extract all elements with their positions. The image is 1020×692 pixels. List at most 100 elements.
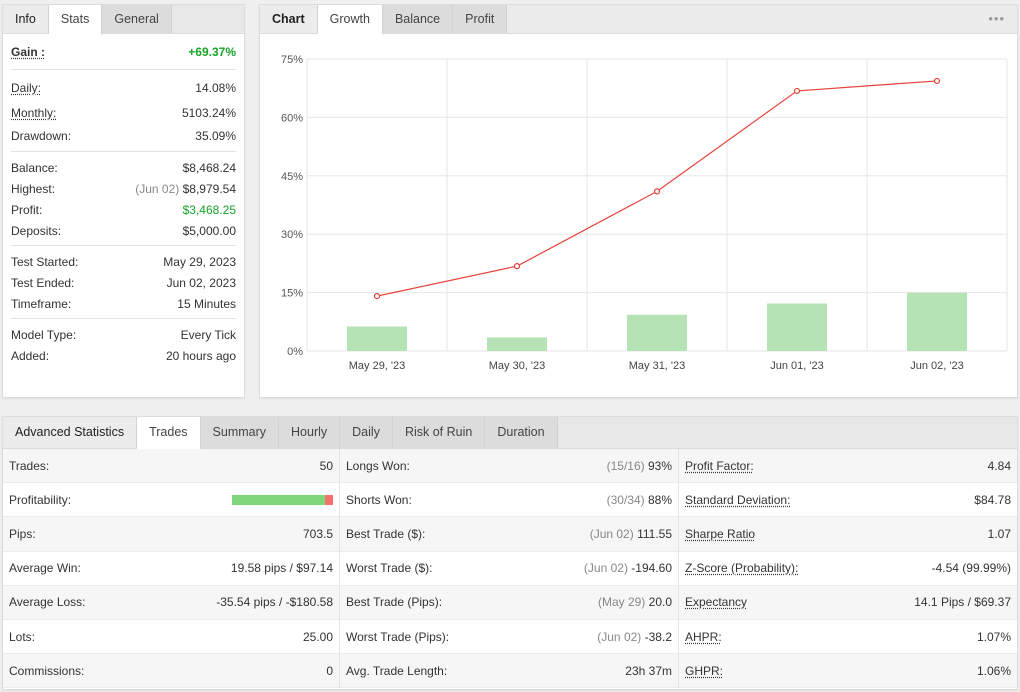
chart-bar (627, 314, 687, 351)
stats-column-3: Profit Factor: 4.84 Standard Deviation: … (678, 449, 1017, 689)
table-row: AHPR: 1.07% (679, 620, 1017, 655)
chart-bar (487, 337, 547, 351)
x-tick-label: Jun 01, '23 (770, 360, 823, 372)
profitability-loss-fill (324, 494, 333, 505)
stat-label[interactable]: Profit Factor: (685, 458, 754, 473)
stat-value: 0 (326, 663, 333, 678)
info-tabbar: Info Stats General (3, 5, 244, 35)
stat-value: 88% (647, 492, 672, 507)
y-tick-label: 60% (281, 112, 303, 124)
tab-risk-of-ruin[interactable]: Risk of Ruin (392, 417, 486, 448)
divider (11, 245, 236, 246)
tab-duration[interactable]: Duration (485, 417, 558, 448)
test-started-value: May 29, 2023 (163, 254, 236, 269)
stat-sub: (Jun 02) (597, 629, 642, 644)
stat-label: Best Trade ($): (346, 526, 426, 541)
test-ended-label: Test Ended: (11, 275, 75, 290)
table-row: Avg. Trade Length: 23h 37m (340, 654, 678, 689)
tab-trades[interactable]: Trades (137, 417, 201, 450)
timeframe-value: 15 Minutes (177, 296, 236, 311)
chart-point (653, 188, 661, 195)
tab-info[interactable]: Info (3, 5, 49, 33)
stats-grid: Trades: 50 Profitability: Pips: 703.5 Av… (3, 449, 1017, 689)
drawdown-label: Drawdown: (11, 129, 72, 143)
chart-panel: Chart Growth Balance Profit ••• 0% 15% 30%… (259, 4, 1018, 398)
stats-column-2: Longs Won: (15/16) 93% Shorts Won: (30/3… (339, 449, 678, 689)
test-started-row: Test Started: May 29, 2023 (11, 251, 236, 272)
stat-label: Lots: (9, 629, 36, 644)
table-row: GHPR: 1.06% (679, 654, 1017, 689)
stat-value: 19.58 pips / $97.14 (230, 561, 333, 576)
gain-label[interactable]: Gain : (11, 45, 46, 59)
deposits-label: Deposits: (11, 223, 62, 238)
balance-label: Balance: (11, 160, 58, 175)
chart-menu-icon[interactable]: ••• (988, 11, 1005, 26)
tab-stats[interactable]: Stats (48, 5, 103, 35)
test-started-label: Test Started: (11, 254, 79, 269)
stat-label[interactable]: GHPR: (685, 663, 724, 678)
table-row: Longs Won: (15/16) 93% (340, 449, 678, 484)
stat-sub: (30/34) (606, 492, 645, 507)
chart-point (933, 77, 941, 85)
info-body: Gain : +69.37% Daily: 14.08% Monthly: 51… (3, 39, 244, 366)
profit-label: Profit: (11, 202, 43, 217)
y-tick-label: 75% (281, 54, 303, 66)
tab-summary[interactable]: Summary (200, 417, 280, 448)
added-label: Added: (11, 348, 50, 363)
table-row: Pips: 703.5 (3, 517, 339, 552)
test-ended-value: Jun 02, 2023 (166, 275, 236, 290)
stat-label: Pips: (9, 526, 36, 541)
timeframe-label: Timeframe: (11, 296, 72, 311)
gain-value: +69.37% (188, 45, 236, 59)
monthly-row: Monthly: 5103.24% (11, 100, 236, 125)
y-tick-label: 45% (281, 171, 303, 183)
table-row: Worst Trade ($): (Jun 02) -194.60 (340, 552, 678, 586)
tab-balance[interactable]: Balance (382, 5, 454, 33)
model-type-label: Model Type: (11, 327, 77, 342)
balance-row: Balance: $8,468.24 (11, 157, 236, 178)
drawdown-row: Drawdown: 35.09% (11, 125, 236, 147)
tab-general[interactable]: General (102, 5, 172, 33)
stat-value: 25.00 (302, 629, 333, 644)
divider (11, 69, 236, 70)
highest-date: (Jun 02) (135, 181, 180, 196)
stat-label[interactable]: Z-Score (Probability): (685, 561, 799, 576)
stats-column-1: Trades: 50 Profitability: Pips: 703.5 Av… (3, 449, 339, 689)
stat-label: Average Loss: (9, 595, 86, 610)
advanced-tabbar: Advanced Statistics Trades Summary Hourl… (3, 417, 1017, 450)
table-row: Z-Score (Probability): -4.54 (99.99%) (679, 552, 1017, 586)
stat-label: Longs Won: (346, 458, 410, 473)
x-tick-label: Jun 02, '23 (910, 360, 963, 372)
stat-label[interactable]: Standard Deviation: (685, 492, 791, 507)
stat-value: 1.07% (976, 629, 1011, 644)
tab-chart[interactable]: Chart (260, 5, 318, 33)
stat-label[interactable]: Sharpe Ratio (685, 526, 756, 541)
profitability-bar (232, 494, 333, 505)
test-ended-row: Test Ended: Jun 02, 2023 (11, 272, 236, 293)
x-tick-label: May 31, '23 (629, 360, 686, 372)
table-row: Average Win: 19.58 pips / $97.14 (3, 552, 339, 586)
table-row: Lots: 25.00 (3, 620, 339, 655)
tab-growth[interactable]: Growth (317, 5, 383, 35)
stat-value: 703.5 (302, 526, 333, 541)
table-row: Average Loss: -35.54 pips / -$180.58 (3, 585, 339, 620)
daily-label[interactable]: Daily: (11, 80, 42, 95)
table-row: Best Trade ($): (Jun 02) 111.55 (340, 517, 678, 552)
stat-label[interactable]: AHPR: (685, 629, 722, 644)
tab-hourly[interactable]: Hourly (279, 417, 341, 448)
profit-row: Profit: $3,468.25 (11, 199, 236, 220)
stat-value: 93% (647, 458, 672, 473)
stat-label: Best Trade (Pips): (346, 595, 443, 610)
tab-profit[interactable]: Profit (453, 5, 508, 33)
drawdown-value: 35.09% (195, 129, 236, 143)
x-tick-label: May 30, '23 (489, 360, 546, 372)
tab-daily[interactable]: Daily (340, 417, 393, 448)
table-row: Standard Deviation: $84.78 (679, 483, 1017, 518)
divider (11, 318, 236, 319)
monthly-label[interactable]: Monthly: (11, 105, 57, 120)
tab-advanced-statistics[interactable]: Advanced Statistics (3, 417, 138, 448)
stat-label[interactable]: Expectancy (685, 595, 748, 610)
stat-label: Shorts Won: (346, 492, 412, 507)
chart-bar (767, 303, 827, 351)
stat-label: Worst Trade (Pips): (346, 629, 450, 644)
